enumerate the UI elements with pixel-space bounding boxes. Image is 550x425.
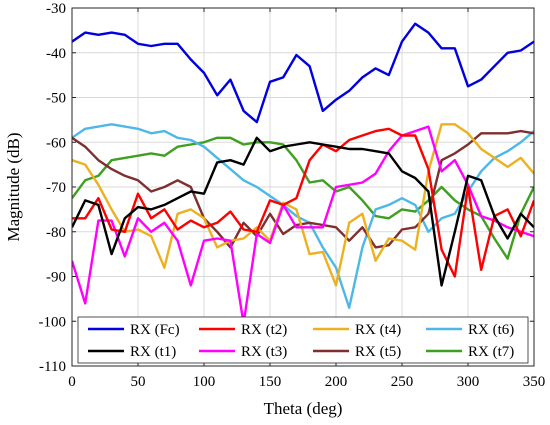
x-tick-label: 350 [523, 374, 546, 390]
x-axis-label: Theta (deg) [264, 399, 343, 418]
series-line-1 [72, 136, 534, 287]
series-line-4 [72, 123, 534, 287]
legend-label-1: RX (t1) [130, 344, 176, 360]
y-tick-label: -60 [46, 135, 66, 151]
legend-label-2: RX (t2) [241, 322, 287, 338]
series-line-5 [72, 129, 534, 249]
series-layer [72, 22, 534, 325]
y-tick-label: -70 [46, 180, 66, 196]
series-group [72, 22, 534, 325]
series-line-3 [72, 125, 534, 325]
legend-label-5: RX (t5) [355, 344, 401, 360]
x-tick-label: 100 [193, 374, 216, 390]
series-line-7 [72, 136, 534, 260]
y-tick-label: -110 [39, 359, 66, 375]
y-tick-label: -100 [39, 314, 67, 330]
x-tick-label: 50 [131, 374, 146, 390]
legend-box [77, 316, 529, 364]
axis-ticks: 0 50 100 150 200 250 300 350 -110 -100 -90 -80 -70 -6… [39, 1, 546, 390]
x-tick-label: 200 [325, 374, 348, 390]
y-tick-label: -90 [46, 270, 66, 286]
legend: RX (Fc) RX (t1) RX (t2) RX (t3) RX (t4) RX (t… [77, 316, 529, 364]
y-axis-label: Magnitude (dB) [4, 132, 23, 241]
legend-label-3: RX (t3) [241, 344, 287, 360]
series-line-2 [72, 127, 534, 278]
x-tick-label: 250 [391, 374, 414, 390]
x-tick-label: 150 [259, 374, 282, 390]
legend-label-0: RX (Fc) [130, 322, 180, 338]
y-tick-label: -30 [46, 1, 66, 17]
series-line-0 [72, 22, 534, 124]
legend-label-4: RX (t4) [355, 322, 401, 338]
x-tick-label: 300 [457, 374, 480, 390]
y-tick-label: -40 [46, 46, 66, 62]
series-line-6 [72, 123, 534, 309]
x-tick-label: 0 [68, 374, 76, 390]
legend-label-6: RX (t6) [468, 322, 514, 338]
y-tick-label: -80 [46, 225, 66, 241]
legend-label-7: RX (t7) [468, 344, 514, 360]
y-tick-label: -50 [46, 91, 66, 107]
